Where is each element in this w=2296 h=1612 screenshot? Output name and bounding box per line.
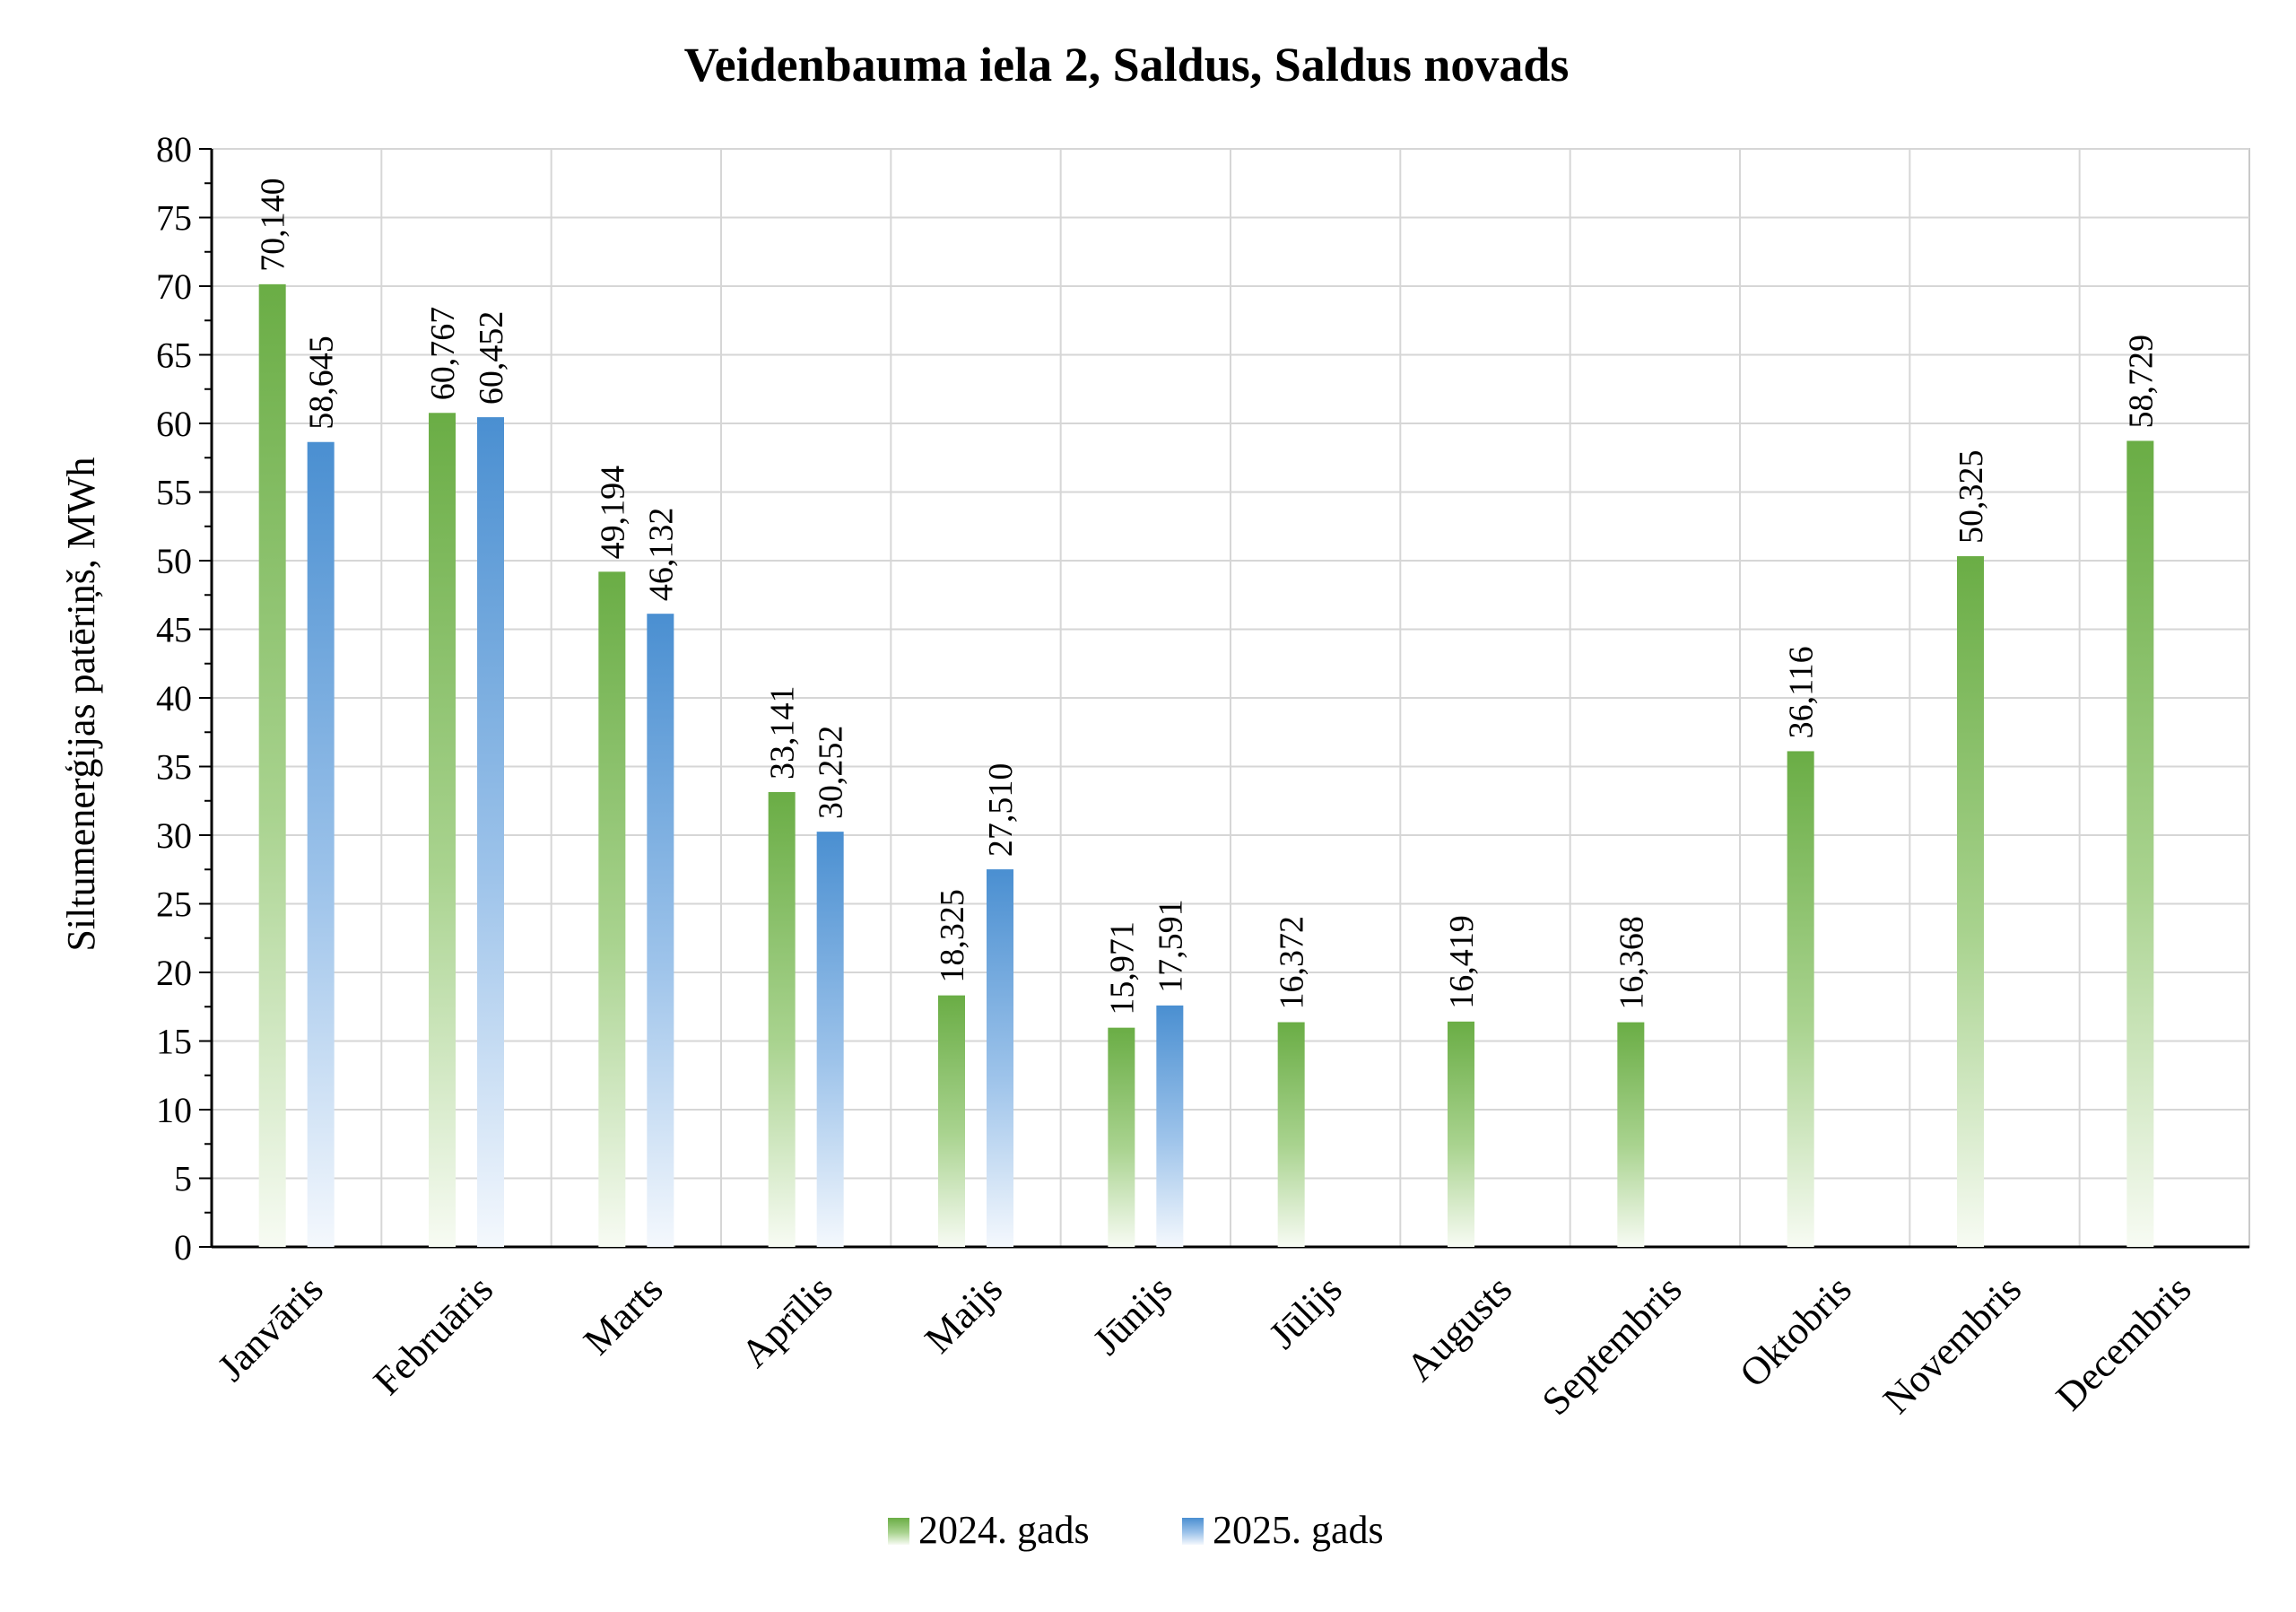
legend-label: 2025. gads	[1213, 1508, 1384, 1552]
y-tick-label: 45	[156, 610, 192, 650]
bars	[258, 283, 2154, 1247]
y-tick-label: 35	[156, 747, 192, 788]
data-label: 27,510	[982, 763, 1020, 858]
y-tick-label: 25	[156, 884, 192, 925]
gridlines	[211, 148, 2250, 1248]
bar-2025-2	[647, 614, 674, 1247]
y-tick-label: 65	[156, 335, 192, 376]
bar-2024-1	[429, 413, 456, 1247]
bar-2024-0	[258, 283, 286, 1247]
y-tick-label: 80	[156, 129, 192, 170]
bar-2024-3	[768, 791, 796, 1247]
y-tick-label: 0	[174, 1227, 192, 1268]
data-label: 50,325	[1952, 450, 1990, 545]
y-tick-label: 30	[156, 815, 192, 856]
data-label: 58,729	[2122, 335, 2160, 429]
x-tick-label: Novembris	[1874, 1267, 2030, 1422]
bar-2025-0	[307, 441, 335, 1247]
data-label: 36,116	[1783, 646, 1821, 738]
legend-swatch-2025	[1182, 1518, 1204, 1545]
legend-swatch-2024	[888, 1518, 909, 1545]
data-label: 49,194	[594, 466, 631, 560]
data-label: 30,252	[813, 726, 850, 820]
x-tick-label: Oktobris	[1731, 1267, 1860, 1396]
y-tick-label: 75	[156, 198, 192, 239]
y-tick-label: 60	[156, 404, 192, 444]
y-tick-label: 15	[156, 1022, 192, 1062]
chart-title: Veidenbauma iela 2, Saldus, Saldus novad…	[684, 38, 1570, 91]
bar-2025-3	[816, 832, 844, 1247]
bar-2025-1	[477, 417, 504, 1247]
bar-2024-10	[1957, 556, 1984, 1247]
x-tick-label: Janvāris	[209, 1267, 332, 1390]
y-tick-label: 50	[156, 541, 192, 581]
legend-label: 2024. gads	[918, 1508, 1090, 1552]
axes	[199, 148, 2249, 1249]
data-label: 17,591	[1152, 899, 1189, 993]
x-tick-label: Jūlijs	[1260, 1267, 1350, 1356]
bar-2024-7	[1448, 1021, 1474, 1247]
x-tick-label: Jūnijs	[1084, 1267, 1180, 1363]
y-tick-label: 20	[156, 953, 192, 993]
x-tick-label: Aprīlis	[733, 1267, 841, 1375]
bar-2025-4	[987, 869, 1013, 1247]
bar-2024-5	[1108, 1027, 1135, 1247]
bar-2025-5	[1156, 1005, 1184, 1247]
data-label: 15,971	[1103, 921, 1141, 1015]
x-tick-label: Septembris	[1534, 1267, 1691, 1424]
y-tick-label: 55	[156, 473, 192, 513]
data-label: 16,368	[1613, 916, 1650, 1010]
bar-2024-4	[938, 995, 965, 1247]
data-label: 60,452	[473, 311, 510, 405]
x-tick-label: Februāris	[365, 1267, 501, 1403]
y-tick-label: 5	[174, 1159, 192, 1199]
bar-2024-11	[2126, 440, 2154, 1247]
legend: 2024. gads 2025. gads	[888, 1508, 1384, 1552]
data-label: 33,141	[764, 685, 802, 780]
data-labels: 70,140 60,767 49,194 33,141 18,325 15,971 16,3…	[255, 178, 2161, 1015]
data-label: 16,419	[1443, 915, 1481, 1009]
data-label: 60,767	[424, 307, 462, 401]
bar-2024-9	[1787, 751, 1814, 1247]
x-tick-label: Decembris	[2048, 1267, 2199, 1418]
y-tick-labels: 0 5 10 15 20 25 30 35 40 45 50 55 60 65 70 75 80	[156, 129, 192, 1268]
data-label: 18,325	[934, 889, 971, 983]
bar-2024-2	[598, 571, 626, 1247]
x-tick-label: Marts	[575, 1267, 671, 1363]
x-tick-label: Maijs	[917, 1267, 1012, 1362]
data-label: 46,132	[642, 508, 680, 602]
y-tick-label: 40	[156, 678, 192, 719]
y-tick-label: 10	[156, 1090, 192, 1130]
y-axis-label: Siltumenerģijas patēriņš, MWh	[59, 457, 103, 951]
data-label: 58,645	[303, 335, 341, 430]
data-label: 16,372	[1274, 916, 1311, 1010]
bar-2024-8	[1617, 1022, 1645, 1247]
bar-2024-6	[1277, 1022, 1305, 1247]
data-label: 70,140	[255, 178, 292, 272]
y-tick-label: 70	[156, 266, 192, 307]
x-tick-label: Augusts	[1397, 1267, 1520, 1390]
x-tick-labels: Janvāris Februāris Marts Aprīlis Maijs Jūnijs…	[209, 1267, 2199, 1424]
